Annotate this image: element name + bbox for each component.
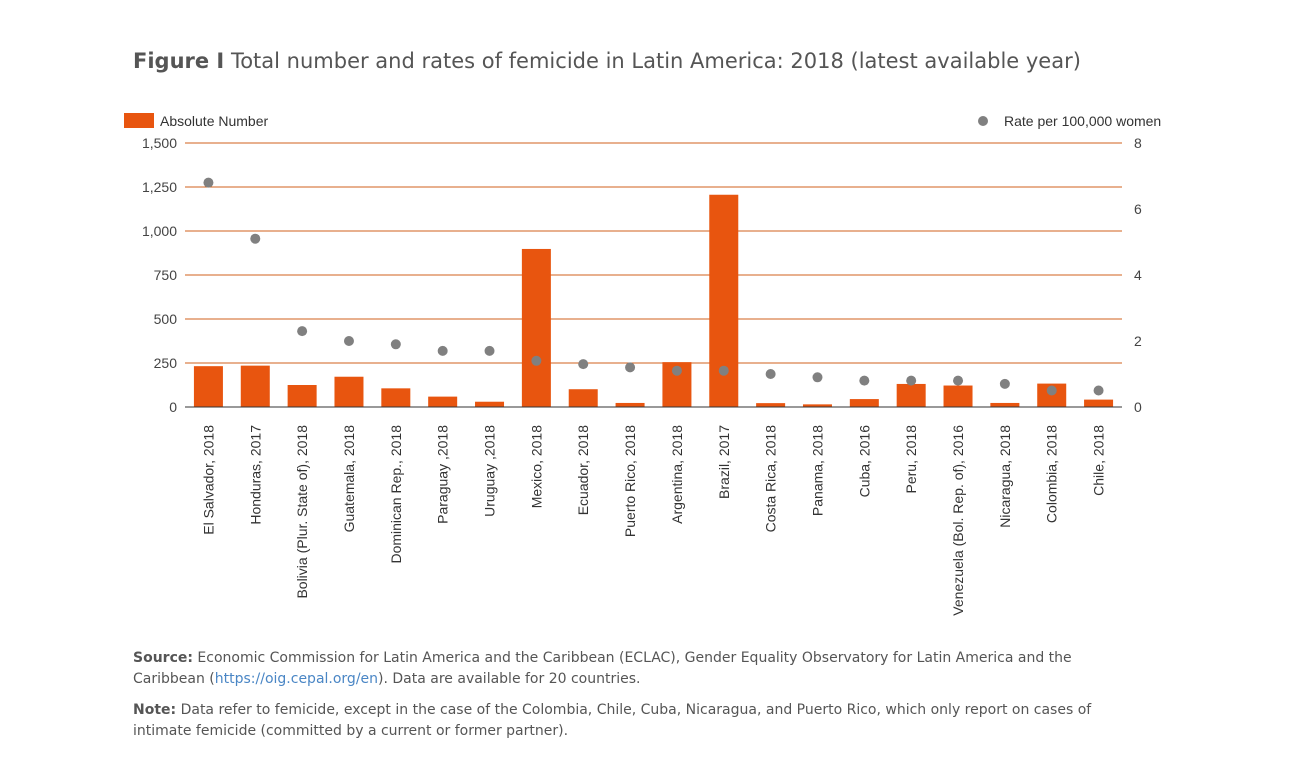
bar [334, 376, 364, 407]
x-tick-label: Panama, 2018 [809, 425, 825, 516]
y-left-tick-label: 1,250 [142, 179, 177, 195]
bar [1084, 399, 1114, 407]
note-text: Data refer to femicide, except in the ca… [133, 702, 1092, 739]
bar [568, 389, 598, 407]
bar [802, 404, 832, 407]
x-tick-label: Chile, 2018 [1091, 425, 1107, 496]
bar [849, 399, 879, 407]
rate-point [531, 355, 542, 366]
x-tick-label: Nicaragua, 2018 [997, 425, 1013, 528]
bar [521, 248, 551, 407]
rate-point [906, 375, 917, 386]
rate-point [859, 375, 870, 386]
rate-point [671, 365, 682, 376]
y-left-tick-label: 1,000 [142, 223, 177, 239]
bar [193, 366, 223, 407]
x-tick-label: Brazil, 2017 [716, 425, 732, 499]
rate-point [203, 177, 214, 188]
legend-bar-swatch [124, 113, 154, 128]
data-note: Note: Data refer to femicide, except in … [133, 700, 1143, 742]
x-tick-label: Honduras, 2017 [247, 425, 263, 525]
figure-title: Figure I Total number and rates of femic… [133, 49, 1081, 73]
bar [615, 402, 645, 407]
rate-point [765, 369, 776, 379]
bar [428, 396, 458, 407]
rate-point [718, 365, 729, 376]
x-tick-label: Guatemala, 2018 [341, 425, 357, 533]
source-link[interactable]: https://oig.cepal.org/en [214, 671, 379, 687]
rate-point [390, 339, 401, 350]
rate-point [1093, 385, 1104, 396]
bar [943, 385, 973, 407]
rate-point [297, 326, 308, 337]
rate-point [250, 233, 261, 244]
figure-label: Figure I [133, 49, 225, 73]
source-label: Source: [133, 650, 193, 666]
x-tick-label: Colombia, 2018 [1044, 425, 1060, 523]
x-tick-label: Ecuador, 2018 [575, 425, 591, 516]
y-right-tick-label: 8 [1134, 135, 1142, 151]
y-left-tick-label: 750 [154, 267, 178, 283]
y-right-tick-label: 0 [1134, 399, 1142, 415]
x-tick-label: Puerto Rico, 2018 [622, 425, 638, 537]
x-tick-label: Bolivia (Plur. State of), 2018 [294, 425, 310, 599]
legend-rate-label: Rate per 100,000 women [1004, 113, 1161, 129]
bar [287, 385, 317, 407]
legend-bar-label: Absolute Number [160, 113, 269, 129]
x-tick-label: Dominican Rep., 2018 [388, 425, 404, 564]
y-left-tick-label: 1,500 [142, 135, 177, 151]
y-left-tick-label: 250 [154, 355, 178, 371]
bar [475, 401, 505, 407]
rate-point [437, 345, 448, 356]
legend-rate-swatch [978, 116, 988, 126]
y-left-tick-label: 500 [154, 311, 178, 327]
rate-point [953, 375, 964, 386]
y-right-tick-label: 2 [1134, 333, 1142, 349]
bar [990, 402, 1020, 407]
y-right-tick-label: 6 [1134, 201, 1142, 217]
x-tick-label: Venezuela (Bol. Rep. of), 2016 [950, 425, 966, 616]
bar [381, 388, 411, 407]
x-tick-label: Mexico, 2018 [528, 425, 544, 508]
rate-point [999, 378, 1010, 389]
x-tick-label: Argentina, 2018 [669, 425, 685, 524]
y-right-tick-label: 4 [1134, 267, 1142, 283]
rate-point [484, 345, 495, 356]
figure-title-text: Total number and rates of femicide in La… [230, 49, 1081, 73]
source-text-after: ). Data are available for 20 countries. [378, 671, 641, 687]
rate-point [343, 336, 354, 346]
x-tick-label: Paraguay ,2018 [435, 425, 451, 524]
rate-point [1046, 385, 1057, 396]
source-note: Source: Economic Commission for Latin Am… [133, 648, 1143, 690]
rate-point [812, 372, 823, 383]
figure-notes: Source: Economic Commission for Latin Am… [133, 648, 1143, 752]
x-tick-label: Cuba, 2016 [856, 425, 872, 498]
bar [896, 383, 926, 407]
x-tick-label: Uruguay ,2018 [482, 425, 498, 517]
bar [756, 403, 786, 407]
bar [240, 365, 270, 407]
note-label: Note: [133, 702, 177, 718]
source-text: Economic Commission for Latin America an… [133, 650, 1072, 687]
x-tick-label: Costa Rica, 2018 [763, 425, 779, 533]
rate-point [625, 362, 636, 373]
femicide-chart: 0 250 500 750 1,000 1,250 1,500 0 2 4 6 8 El Salvado… [124, 113, 1161, 616]
x-tick-label: Peru, 2018 [903, 425, 919, 494]
x-tick-label: El Salvador, 2018 [200, 425, 216, 535]
rate-point [578, 359, 589, 370]
y-left-tick-label: 0 [169, 399, 177, 415]
